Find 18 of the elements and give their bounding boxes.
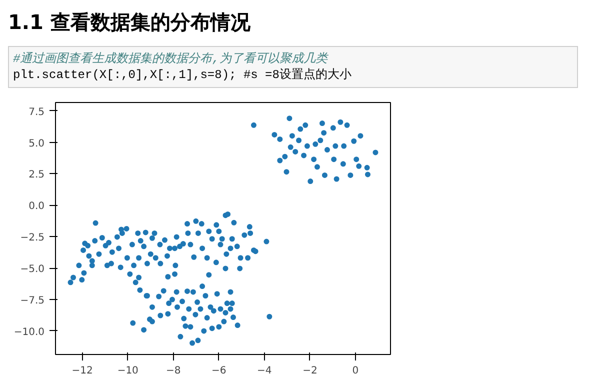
y-tick-label: 7.5 xyxy=(28,106,45,118)
x-tick-label: −8 xyxy=(166,366,181,376)
x-tick-label: −6 xyxy=(212,366,226,376)
x-tick-label: −12 xyxy=(72,366,93,376)
y-tick-label: 5.0 xyxy=(28,138,45,150)
chart-title: 1.1 查看数据集的分布情况 xyxy=(8,9,250,36)
y-tick-label: −10.0 xyxy=(14,326,45,338)
x-tick-label: −2 xyxy=(302,366,318,376)
y-tick-label: −7.5 xyxy=(20,296,45,307)
y-tick-label: 0.0 xyxy=(28,201,45,212)
text: #通过画图查看生成数据集的数据分布,为了看可以聚成几类 xyxy=(13,51,330,67)
x-tick-label: −10 xyxy=(117,366,138,376)
y-tick-label: 2.5 xyxy=(28,170,45,181)
x-tick-label: 0 xyxy=(352,366,359,376)
y-tick-label: −5.0 xyxy=(20,264,45,276)
text: plt.scatter(X[:,0],X[:,1],s=8); #s =8设置点的大小 xyxy=(13,67,352,83)
y-tick-label: −2.5 xyxy=(20,232,45,244)
x-tick-label: −4 xyxy=(257,366,272,376)
